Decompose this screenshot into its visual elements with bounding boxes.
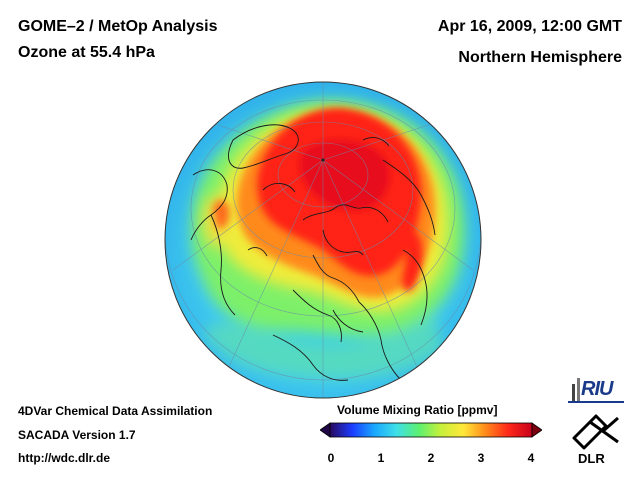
graticule xyxy=(165,82,481,398)
colorbar xyxy=(319,422,543,438)
footer-url[interactable]: http://wdc.dlr.de xyxy=(18,451,110,465)
riu-logo-text: RIU xyxy=(581,378,613,400)
colorbar-tick-2: 2 xyxy=(427,451,435,465)
colorbar-min-arrow xyxy=(319,422,331,438)
globe-svg xyxy=(164,81,482,399)
colorbar-tick-3: 3 xyxy=(477,451,485,465)
coastlines xyxy=(190,124,436,381)
date-label: Apr 16, 2009, 12:00 GMT xyxy=(437,18,622,35)
dlr-logo-icon xyxy=(572,414,619,450)
map-subtitle: Ozone at 55.4 hPa xyxy=(18,44,155,61)
dlr-logo-text: DLR xyxy=(578,451,605,466)
ozone-globe-map xyxy=(163,80,483,400)
north-pole-marker xyxy=(321,158,325,162)
footer-version: SACADA Version 1.7 xyxy=(18,428,136,442)
red-core xyxy=(257,108,423,292)
map-title: GOME–2 / MetOp Analysis xyxy=(18,18,218,35)
colorbar-title: Volume Mixing Ratio [ppmv] xyxy=(337,403,498,417)
hemisphere-label: Northern Hemisphere xyxy=(458,49,622,66)
riu-logo xyxy=(566,372,628,406)
colorbar-max-arrow xyxy=(531,422,543,438)
riu-logo-icon xyxy=(568,378,624,403)
colorbar-tick-0: 0 xyxy=(327,451,335,465)
footer-method: 4DVar Chemical Data Assimilation xyxy=(18,404,213,418)
dlr-logo xyxy=(566,412,628,470)
colorbar-tick-1: 1 xyxy=(377,451,385,465)
colorbar-tick-4: 4 xyxy=(527,451,535,465)
colorbar-svg xyxy=(319,422,543,438)
colorbar-gradient xyxy=(329,422,533,438)
